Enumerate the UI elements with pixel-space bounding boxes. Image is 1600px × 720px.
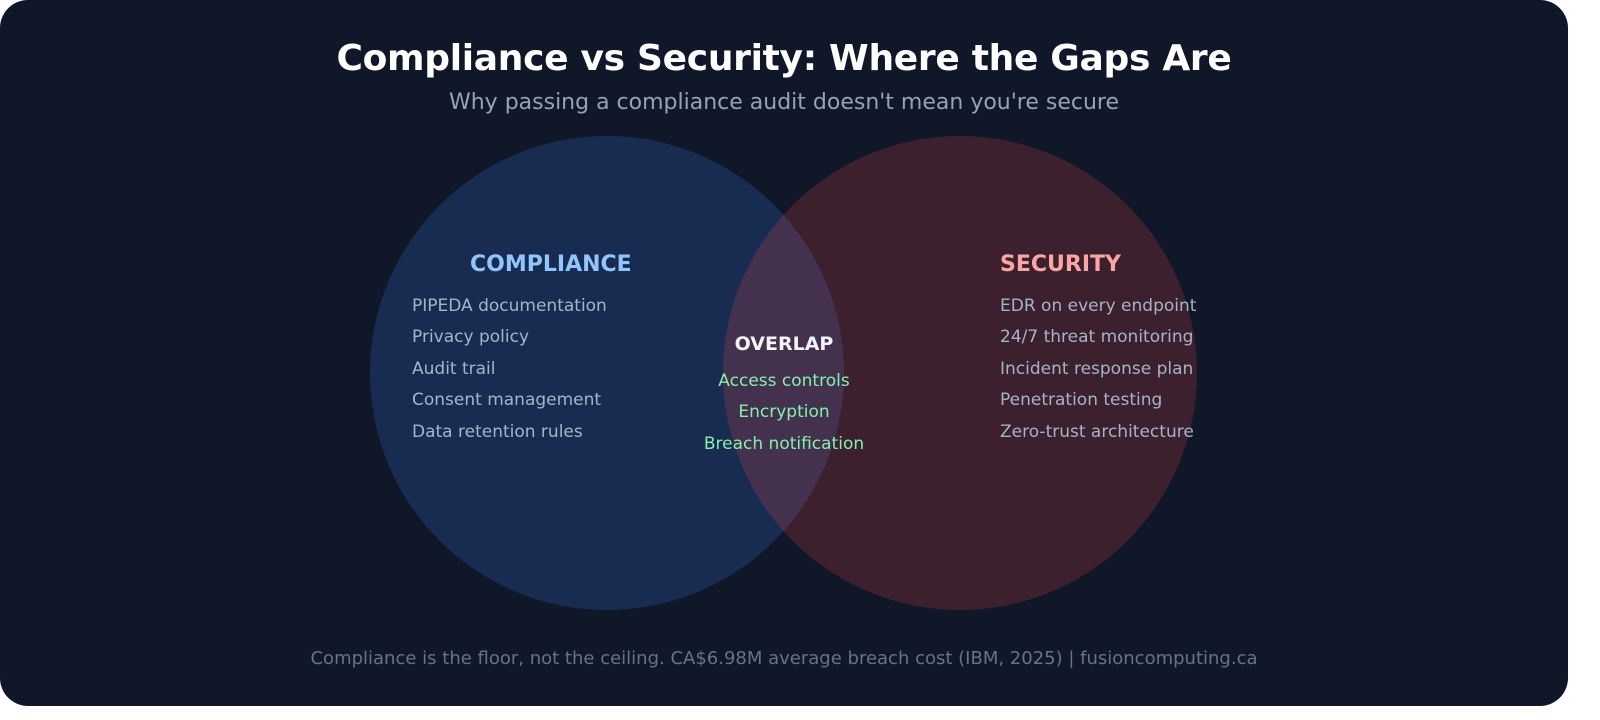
list-item: Data retention rules <box>412 421 583 442</box>
overlap-heading: OVERLAP <box>734 333 834 355</box>
security-list: EDR on every endpoint 24/7 threat monito… <box>1000 291 1196 448</box>
list-item: PIPEDA documentation <box>412 296 607 316</box>
list-item: Zero-trust architecture <box>1000 421 1194 442</box>
security-heading: SECURITY <box>1000 252 1121 277</box>
list-item: Access controls <box>718 371 850 391</box>
list-item: Encryption <box>738 402 830 423</box>
page-subtitle: Why passing a compliance audit doesn't m… <box>448 90 1120 115</box>
list-item: EDR on every endpoint <box>1000 296 1197 316</box>
security-circle <box>723 136 1197 610</box>
compliance-heading: COMPLIANCE <box>470 252 632 277</box>
overlap-list: Access controls Encryption Breach notifi… <box>664 366 904 460</box>
compliance-circle <box>370 136 844 610</box>
list-item: Privacy policy <box>412 327 529 348</box>
list-item: 24/7 threat monitoring <box>1000 327 1194 348</box>
infographic-card: Compliance vs Security: Where the Gaps A… <box>0 0 1568 706</box>
list-item: Consent management <box>412 390 602 411</box>
list-item: Penetration testing <box>1000 390 1163 411</box>
list-item: Audit trail <box>412 358 496 379</box>
venn-diagram <box>370 136 1197 610</box>
list-item: Incident response plan <box>1000 358 1194 379</box>
footer-note: Compliance is the floor, not the ceiling… <box>310 648 1258 669</box>
page-title: Compliance vs Security: Where the Gaps A… <box>336 38 1232 79</box>
compliance-list: PIPEDA documentation Privacy policy Audi… <box>412 291 607 448</box>
list-item: Breach notification <box>703 433 865 454</box>
